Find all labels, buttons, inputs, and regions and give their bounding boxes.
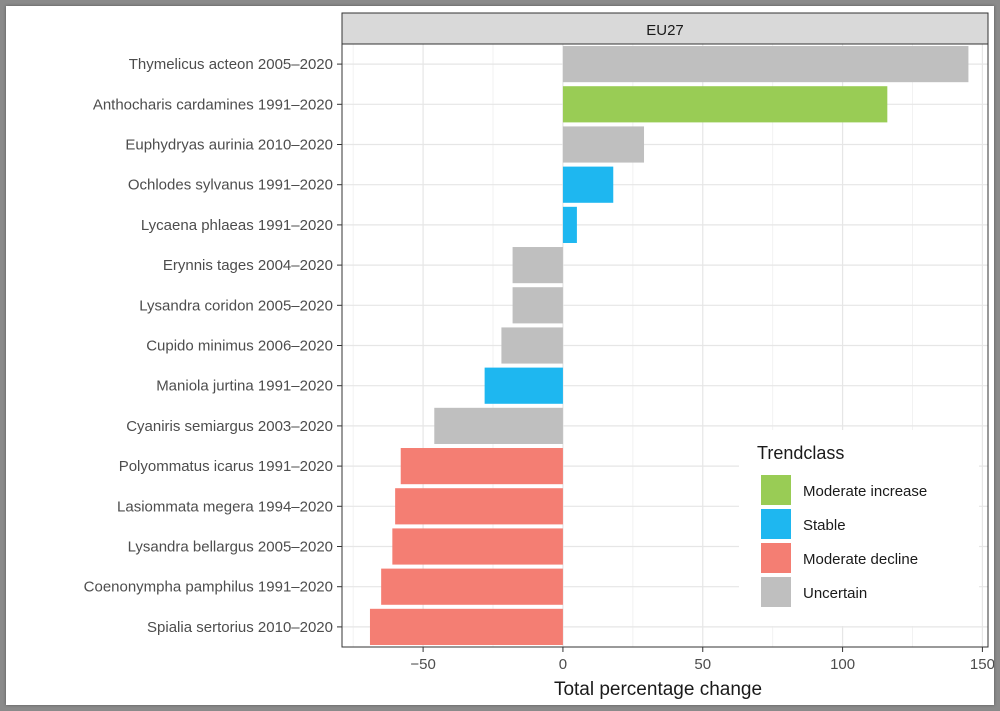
figure-card: EU27 Thymelicus acteon 2005–2020 Anthocha… <box>6 6 994 705</box>
bar <box>562 166 614 203</box>
legend-label: Uncertain <box>803 585 867 602</box>
legend-swatch <box>761 543 791 573</box>
y-tick-label: Lysandra coridon 2005–2020 <box>139 297 333 314</box>
y-tick-label: Polyommatus icarus 1991–2020 <box>119 458 333 475</box>
bar <box>562 206 577 243</box>
y-tick-label: Cupido minimus 2006–2020 <box>146 338 333 355</box>
bar <box>501 327 563 364</box>
x-tick-label: 100 <box>830 656 855 673</box>
y-tick-label: Ochlodes sylvanus 1991–2020 <box>128 177 333 194</box>
y-tick-label: Maniola jurtina 1991–2020 <box>156 378 333 395</box>
facet-strip: EU27 <box>341 12 989 45</box>
legend-title: Trendclass <box>757 443 844 463</box>
bar <box>562 126 645 163</box>
facet-label: EU27 <box>646 22 684 39</box>
bar <box>392 528 563 565</box>
bar <box>381 568 563 605</box>
x-tick-label: 150 <box>970 656 994 673</box>
legend-label: Moderate increase <box>803 483 927 500</box>
bar <box>434 407 563 444</box>
y-tick-label: Erynnis tages 2004–2020 <box>163 257 333 274</box>
y-tick-label: Thymelicus acteon 2005–2020 <box>129 56 333 73</box>
y-tick-label: Lycaena phlaeas 1991–2020 <box>141 217 333 234</box>
x-tick-label: 50 <box>694 656 711 673</box>
legend-label: Stable <box>803 517 846 534</box>
y-tick-label: Lysandra bellargus 2005–2020 <box>128 539 333 556</box>
bar <box>512 247 563 284</box>
x-tick-label: −50 <box>410 656 435 673</box>
bar-chart: EU27 Thymelicus acteon 2005–2020 Anthocha… <box>84 12 994 700</box>
legend-items: Moderate increase Stable Moderate decline U… <box>761 475 927 607</box>
x-axis: −50 0 50 100 150 <box>410 647 994 673</box>
x-tick-label: 0 <box>559 656 567 673</box>
bar <box>484 367 563 404</box>
bars-layer <box>369 46 969 645</box>
y-tick-label: Cyaniris semiargus 2003–2020 <box>126 418 333 435</box>
legend-swatch <box>761 509 791 539</box>
legend-swatch <box>761 475 791 505</box>
y-tick-label: Coenonympha pamphilus 1991–2020 <box>84 579 333 596</box>
y-tick-label: Spialia sertorius 2010–2020 <box>147 619 333 636</box>
bar <box>562 46 969 83</box>
bar <box>400 448 563 485</box>
legend-label: Moderate decline <box>803 551 918 568</box>
y-tick-label: Euphydryas aurinia 2010–2020 <box>125 137 333 154</box>
y-axis: Thymelicus acteon 2005–2020 Anthocharis c… <box>84 56 342 636</box>
legend-swatch <box>761 577 791 607</box>
bar <box>512 287 563 324</box>
y-tick-label: Anthocharis cardamines 1991–2020 <box>93 96 333 113</box>
bar <box>369 608 563 645</box>
x-axis-label: Total percentage change <box>554 679 762 700</box>
bar <box>562 86 888 123</box>
bar <box>395 488 563 525</box>
y-tick-label: Lasiommata megera 1994–2020 <box>117 498 333 515</box>
legend: Trendclass Moderate increaseStableModera… <box>739 430 979 626</box>
